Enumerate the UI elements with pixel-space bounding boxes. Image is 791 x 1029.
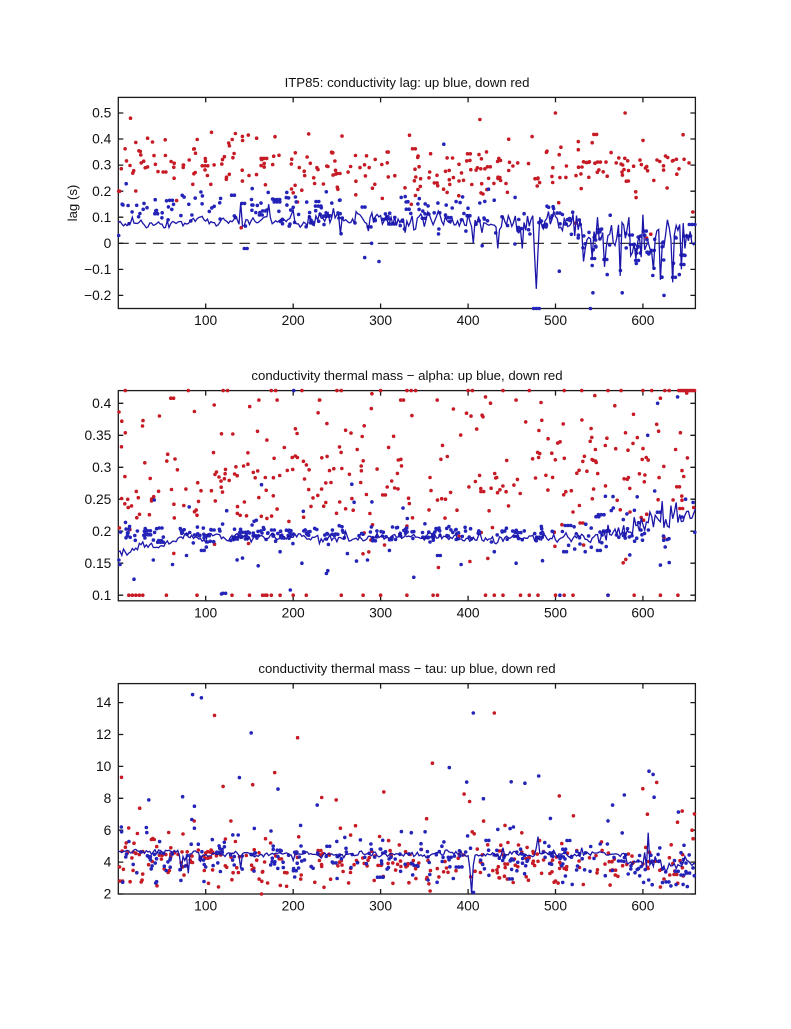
svg-text:600: 600: [631, 605, 654, 620]
svg-text:0.15: 0.15: [84, 556, 111, 571]
svg-text:4: 4: [104, 855, 112, 870]
svg-text:2: 2: [104, 887, 112, 902]
svg-text:0.3: 0.3: [92, 460, 112, 475]
svg-text:14: 14: [96, 695, 112, 710]
svg-text:lag (s): lag (s): [65, 185, 80, 222]
svg-text:300: 300: [369, 605, 392, 620]
svg-text:0.1: 0.1: [92, 588, 111, 603]
svg-text:300: 300: [369, 899, 392, 914]
svg-text:12: 12: [96, 727, 111, 742]
svg-text:0.4: 0.4: [92, 132, 112, 147]
svg-text:0.35: 0.35: [84, 428, 111, 443]
svg-text:400: 400: [457, 899, 480, 914]
svg-text:0.2: 0.2: [92, 524, 111, 539]
svg-text:conductivity thermal mass − ta: conductivity thermal mass − tau: up blue…: [258, 661, 555, 676]
svg-text:500: 500: [544, 313, 567, 328]
svg-text:0.1: 0.1: [92, 210, 111, 225]
svg-text:0.5: 0.5: [92, 106, 112, 121]
svg-text:300: 300: [369, 313, 392, 328]
svg-text:8: 8: [104, 791, 112, 806]
svg-text:−0.2: −0.2: [84, 288, 111, 303]
svg-text:500: 500: [544, 899, 567, 914]
svg-text:400: 400: [457, 605, 480, 620]
svg-text:100: 100: [194, 313, 217, 328]
svg-text:ITP85: conductivity lag: up bl: ITP85: conductivity lag: up blue, down r…: [285, 75, 530, 90]
svg-text:600: 600: [631, 313, 654, 328]
svg-text:0.3: 0.3: [92, 158, 112, 173]
svg-text:0.2: 0.2: [92, 184, 111, 199]
svg-text:400: 400: [457, 313, 480, 328]
svg-text:200: 200: [282, 899, 305, 914]
svg-text:100: 100: [194, 899, 217, 914]
svg-text:200: 200: [282, 313, 305, 328]
svg-text:0.25: 0.25: [84, 492, 111, 507]
svg-text:100: 100: [194, 605, 217, 620]
svg-text:−0.1: −0.1: [84, 262, 111, 277]
svg-text:200: 200: [282, 605, 305, 620]
svg-text:600: 600: [631, 899, 654, 914]
svg-text:conductivity thermal mass − al: conductivity thermal mass − alpha: up bl…: [251, 368, 562, 383]
svg-text:6: 6: [104, 823, 112, 838]
svg-text:0: 0: [104, 236, 112, 251]
svg-text:10: 10: [96, 759, 112, 774]
svg-text:500: 500: [544, 605, 567, 620]
svg-text:0.4: 0.4: [92, 396, 112, 411]
